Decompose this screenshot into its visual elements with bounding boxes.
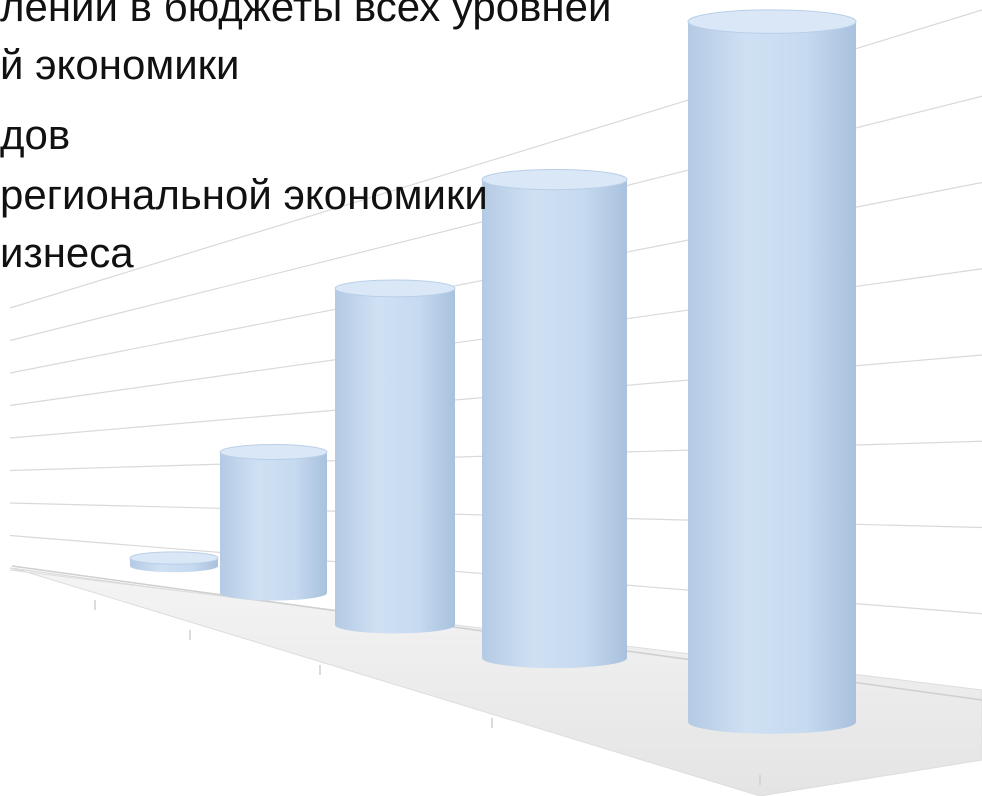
bar-top [687,9,857,34]
bars [129,9,857,734]
bar-cylinder [129,551,219,573]
bar-cylinder [481,168,628,669]
bar-body [220,452,327,601]
bar-body [335,288,455,634]
bar-body [688,21,856,734]
bar-cylinder [219,444,328,601]
bar-top [334,279,456,298]
bar-top [481,168,628,191]
bar-body [482,179,627,669]
bar-cylinder [687,9,857,734]
bar-cylinder [334,279,456,634]
bar-top [129,551,219,565]
bar-top [219,444,328,460]
